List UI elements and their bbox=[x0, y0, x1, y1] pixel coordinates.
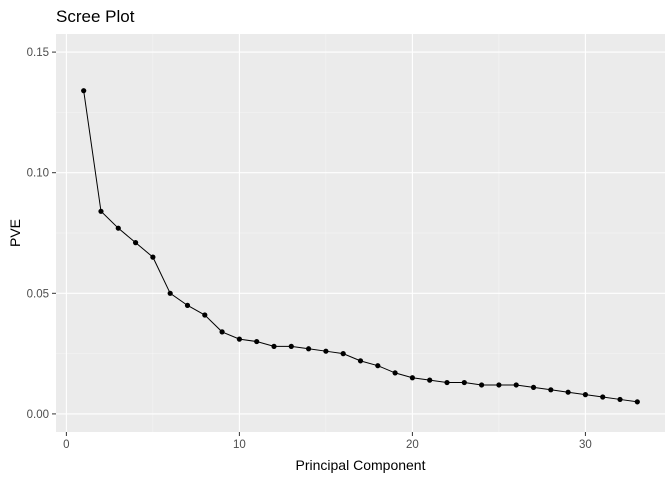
y-tick-label: 0.10 bbox=[27, 168, 49, 180]
chart-title: Scree Plot bbox=[56, 7, 135, 26]
x-tick-label: 20 bbox=[406, 439, 419, 451]
data-point bbox=[513, 382, 519, 388]
data-point bbox=[427, 377, 433, 383]
data-point bbox=[236, 336, 242, 342]
data-point bbox=[565, 389, 571, 395]
x-tick-label: 30 bbox=[579, 439, 592, 451]
data-point bbox=[479, 382, 485, 388]
data-point bbox=[115, 225, 121, 231]
data-point bbox=[392, 370, 398, 376]
data-point bbox=[323, 348, 329, 354]
data-point bbox=[357, 358, 364, 364]
x-tick-label: 0 bbox=[63, 439, 69, 451]
data-point bbox=[340, 351, 346, 357]
y-tick-label: 0.05 bbox=[27, 288, 49, 300]
series-layer bbox=[81, 88, 640, 405]
data-point bbox=[98, 208, 104, 214]
data-point bbox=[254, 338, 260, 345]
data-point bbox=[496, 382, 502, 388]
data-point bbox=[409, 375, 416, 381]
x-tick-label: 10 bbox=[233, 439, 246, 451]
y-tick-label: 0.00 bbox=[27, 409, 49, 421]
data-point bbox=[548, 387, 554, 393]
minor-gridlines bbox=[56, 34, 665, 432]
data-point bbox=[132, 240, 139, 246]
data-point bbox=[600, 394, 606, 400]
data-point bbox=[305, 346, 312, 352]
y-tick-label: 0.15 bbox=[27, 47, 49, 59]
data-point bbox=[617, 396, 623, 403]
x-axis-title: Principal Component bbox=[296, 457, 426, 473]
data-point bbox=[375, 363, 381, 369]
major-gridlines bbox=[56, 34, 665, 432]
data-point bbox=[582, 392, 589, 398]
data-point bbox=[167, 290, 173, 296]
data-point bbox=[202, 312, 208, 318]
data-point bbox=[634, 399, 640, 405]
data-point bbox=[461, 379, 467, 386]
data-point bbox=[444, 379, 450, 386]
data-point bbox=[271, 343, 277, 349]
x-axis: 0 10 20 30 bbox=[63, 432, 592, 451]
data-point bbox=[219, 329, 225, 335]
y-axis-title: PVE bbox=[7, 219, 23, 247]
data-point bbox=[530, 384, 537, 390]
data-point bbox=[150, 254, 156, 260]
y-axis: 0.00 0.05 0.10 0.15 bbox=[27, 47, 56, 421]
data-point bbox=[288, 343, 294, 349]
data-point bbox=[81, 88, 87, 94]
data-point bbox=[184, 302, 191, 308]
